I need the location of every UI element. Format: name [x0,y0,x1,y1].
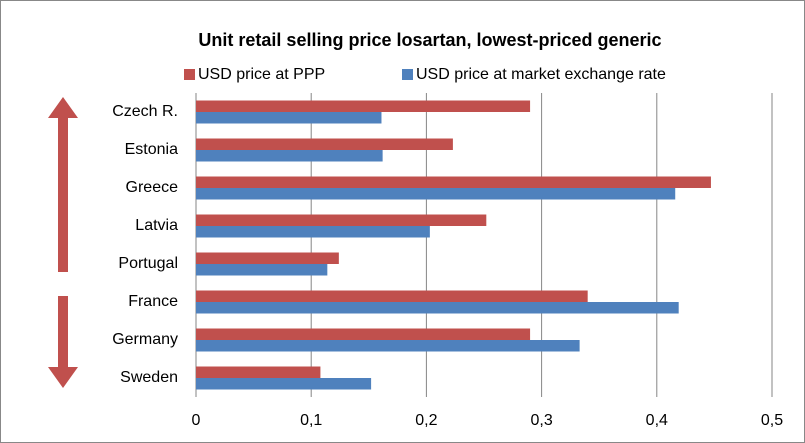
x-tick-label: 0,1 [300,412,322,429]
bar [196,226,430,238]
x-tick-label: 0,5 [761,412,783,429]
x-tick-label: 0,2 [415,412,437,429]
bar [196,378,372,390]
bar [196,264,328,276]
y-tick-label: France [128,293,178,310]
y-tick-label: Portugal [118,255,178,272]
up-arrow [48,97,78,272]
bar [196,100,531,112]
legend-label: USD price at PPP [198,66,325,83]
down-arrow [48,296,78,388]
chart-title: Unit retail selling price losartan, lowe… [198,30,661,50]
x-tick-label: 0,4 [646,412,668,429]
bar [196,290,588,302]
x-tick-label: 0 [192,412,201,429]
legend-label: USD price at market exchange rate [416,66,666,83]
bar [196,252,339,264]
bar [196,188,676,200]
bar [196,328,531,340]
y-tick-label: Czech R. [112,103,178,120]
legend-swatch [184,69,195,80]
y-tick-label: Estonia [125,141,178,158]
bar [196,340,580,352]
bar [196,302,679,314]
y-tick-label: Latvia [135,217,178,234]
legend-swatch [402,69,413,80]
y-tick-label: Sweden [120,369,178,386]
y-tick-label: Germany [112,331,178,348]
bar [196,112,382,124]
y-tick-label: Greece [126,179,179,196]
trend-arrows [48,97,78,388]
bar [196,150,383,162]
bar [196,138,453,150]
bar [196,366,321,378]
x-tick-label: 0,3 [530,412,552,429]
bar [196,214,487,226]
bar [196,176,711,188]
